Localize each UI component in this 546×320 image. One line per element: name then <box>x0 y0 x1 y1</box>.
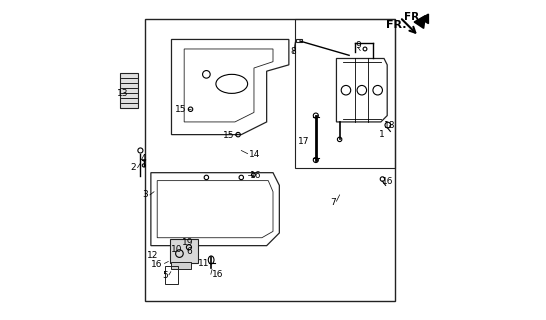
Text: 6: 6 <box>186 246 192 256</box>
Text: 16: 16 <box>382 177 393 186</box>
Bar <box>165 266 178 284</box>
Bar <box>120 73 138 108</box>
Text: 16: 16 <box>151 260 163 268</box>
Bar <box>171 261 191 269</box>
Text: 1: 1 <box>379 130 385 139</box>
Text: 15: 15 <box>222 131 234 140</box>
Text: 14: 14 <box>249 150 260 159</box>
Text: 13: 13 <box>116 89 128 98</box>
Text: 2: 2 <box>130 163 136 172</box>
Text: 3: 3 <box>143 190 149 199</box>
Bar <box>170 239 198 263</box>
Text: 11: 11 <box>198 259 210 268</box>
Text: 9: 9 <box>355 41 361 50</box>
Text: 5: 5 <box>162 271 168 280</box>
Text: 18: 18 <box>384 121 395 130</box>
Bar <box>145 19 395 301</box>
Polygon shape <box>420 14 429 24</box>
Polygon shape <box>414 16 425 28</box>
Text: 12: 12 <box>147 251 159 260</box>
Text: FR.: FR. <box>385 20 406 30</box>
Text: 8: 8 <box>290 47 296 56</box>
Text: 17: 17 <box>298 137 310 146</box>
Text: 16: 16 <box>212 270 224 279</box>
Text: 7: 7 <box>330 198 336 207</box>
Text: FR.: FR. <box>405 12 424 22</box>
Text: 4: 4 <box>140 154 146 163</box>
Text: 15: 15 <box>175 105 187 114</box>
Text: 16: 16 <box>250 171 262 180</box>
Text: 19: 19 <box>182 238 193 247</box>
Text: 10: 10 <box>171 245 182 254</box>
Bar <box>295 19 395 168</box>
